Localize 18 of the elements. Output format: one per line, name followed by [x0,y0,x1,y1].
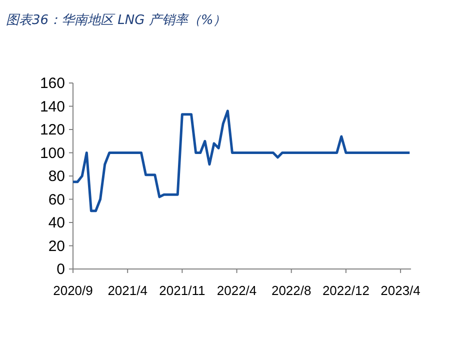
line-series [72,110,411,212]
y-tick-label: 140 [40,98,65,116]
y-tick-label: 20 [48,238,65,255]
x-tick-label: 2022/8 [271,283,312,298]
x-tick-label: 2022/12 [322,283,370,298]
x-tick-label: 2020/9 [53,283,93,298]
y-tick-label: 40 [48,214,65,232]
y-tick-label: 80 [48,168,65,185]
y-tick-label: 100 [40,144,65,162]
x-tick-label: 2021/11 [159,283,206,298]
x-tick-label: 2023/4 [380,283,420,298]
chart-title: 图表36：华南地区 LNG 产销率（%） [6,12,226,28]
y-tick-label: 120 [40,122,65,138]
y-tick-label: 0 [56,261,65,278]
y-tick-label: 160 [40,75,65,92]
x-tick-label: 2022/4 [216,283,257,298]
x-tick-label: 2021/4 [108,283,148,298]
y-tick-label: 60 [48,191,65,208]
